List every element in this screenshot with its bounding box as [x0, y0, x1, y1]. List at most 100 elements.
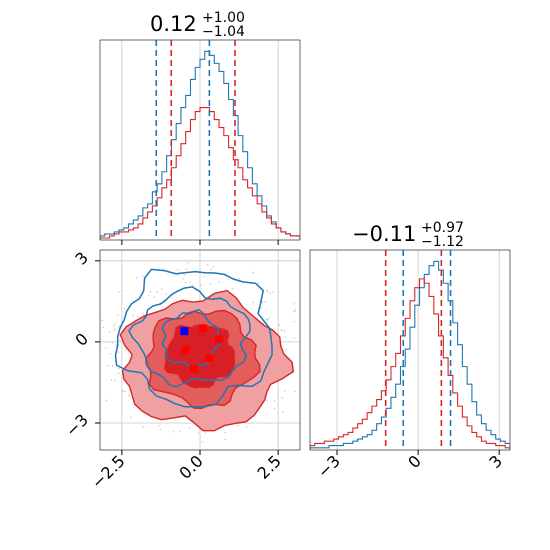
contour-sample-dot [105, 399, 108, 402]
contour-sample-dot [209, 283, 212, 285]
top-left-title-plus: +1.00 [202, 10, 245, 26]
contour-sample-dot [172, 431, 175, 433]
contour-sample-dot [192, 285, 194, 287]
contour-sample-dot [160, 288, 163, 290]
contour-sample-dot [261, 301, 264, 303]
contour-sample-dot [93, 329, 94, 330]
contour-sample-dot [110, 379, 113, 381]
contour-sample-dot [268, 317, 270, 320]
contour-sample-dot [200, 284, 202, 287]
contour-sample-dot [273, 407, 276, 410]
bottom-right-title-minus: −1.12 [421, 234, 464, 250]
bottom-right-title-plus: +0.97 [421, 220, 464, 236]
contour-sample-dot [186, 268, 188, 270]
contour-sample-dot [201, 441, 204, 443]
contour-sample-dot [293, 303, 295, 305]
contour-xtick-label-0: −2.5 [88, 451, 129, 492]
contour-sample-dot [204, 432, 207, 434]
bottom-right-xtick-label-0: −3 [314, 451, 344, 481]
contour-sample-dot [293, 320, 295, 323]
contour-sample-dot [122, 389, 124, 392]
contour-sample-dot [117, 351, 120, 353]
contour-sample-dot [97, 328, 98, 329]
contour-sample-dot [252, 301, 254, 304]
contour-sample-dot [177, 269, 179, 271]
contour-sample-dot [148, 295, 150, 297]
contour-sample-dot [210, 269, 212, 271]
top-left-hist-series-blue [100, 50, 300, 240]
contour-xtick-label-1: 0.0 [175, 451, 206, 482]
contour-sample-dot [95, 374, 96, 375]
contour-sample-dot [232, 288, 234, 290]
contour-sample-dot [111, 341, 114, 344]
contour-sample-dot [266, 290, 268, 292]
contour-sample-dot [280, 329, 283, 332]
contour-sample-dot [119, 339, 121, 342]
contour-sample-dot [114, 379, 116, 382]
contour-sample-dot [118, 367, 120, 370]
contour-sample-dot [264, 301, 266, 303]
contour-sample-dot [268, 422, 271, 425]
contour-sample-dot [132, 314, 134, 316]
contour-sample-dot [245, 426, 248, 428]
contour-sample-dot [212, 266, 214, 268]
bottom-right-xtick-label-2: 3 [485, 451, 506, 472]
contour-sample-dot [284, 336, 287, 338]
contour-sample-dot [109, 353, 112, 355]
contour-sample-dot [121, 289, 123, 292]
contour-sample-dot [129, 395, 131, 398]
contour-sample-dot [97, 372, 98, 373]
contour-sample-dot [183, 274, 186, 277]
bottom-right-hist-series-blue [310, 260, 510, 450]
contour-sample-dot [278, 324, 280, 326]
contour-sample-dot [165, 293, 167, 296]
contour-ytick-label-0: 3 [71, 248, 92, 269]
bottom-left-contour-panel [93, 250, 303, 450]
contour-sample-dot [293, 310, 296, 313]
contour-marker-5 [205, 354, 214, 363]
contour-marker-4 [189, 364, 198, 373]
contour-sample-dot [262, 322, 265, 324]
contour-xtick-label-2: 2.5 [254, 451, 285, 482]
contour-sample-dot [284, 390, 286, 392]
contour-sample-dot [302, 386, 303, 387]
contour-sample-dot [142, 313, 145, 315]
contour-sample-dot [266, 319, 269, 321]
contour-sample-dot [121, 391, 124, 393]
contour-sample-dot [118, 325, 120, 327]
contour-sample-dot [159, 428, 162, 431]
contour-sample-dot [117, 314, 119, 316]
contour-sample-dot [238, 278, 241, 280]
contour-sample-dot [282, 410, 284, 413]
contour-marker-0 [180, 327, 189, 336]
contour-sample-dot [260, 307, 262, 309]
contour-blue-contour-0 [114, 268, 273, 408]
contour-sample-dot [112, 325, 115, 327]
contour-sample-dot [265, 318, 268, 321]
contour-sample-dot [185, 282, 187, 284]
contour-blue-contour-2 [161, 308, 223, 369]
top-left-hist-series-red [100, 106, 300, 240]
contour-sample-dot [136, 277, 138, 279]
contour-sample-dot [118, 291, 120, 293]
contour-sample-dot [266, 399, 268, 402]
bottom-right-hist-series-red [310, 278, 510, 450]
contour-sample-dot [206, 264, 209, 266]
bottom-right-histogram-panel [310, 250, 510, 450]
contour-sample-dot [224, 438, 226, 441]
contour-sample-dot [93, 378, 94, 379]
contour-sample-dot [115, 344, 117, 346]
contour-sample-dot [101, 319, 104, 321]
contour-ytick-label-1: 0 [71, 329, 92, 350]
contour-sample-dot [199, 436, 202, 439]
contour-sample-dot [114, 323, 116, 325]
contour-sample-dot [128, 394, 130, 396]
contour-sample-dot [114, 329, 116, 331]
contour-sample-dot [224, 431, 226, 434]
contour-sample-dot [237, 424, 239, 427]
contour-sample-dot [277, 291, 279, 293]
contour-sample-dot [142, 426, 144, 428]
contour-sample-dot [111, 364, 114, 367]
contour-sample-dot [98, 325, 99, 326]
